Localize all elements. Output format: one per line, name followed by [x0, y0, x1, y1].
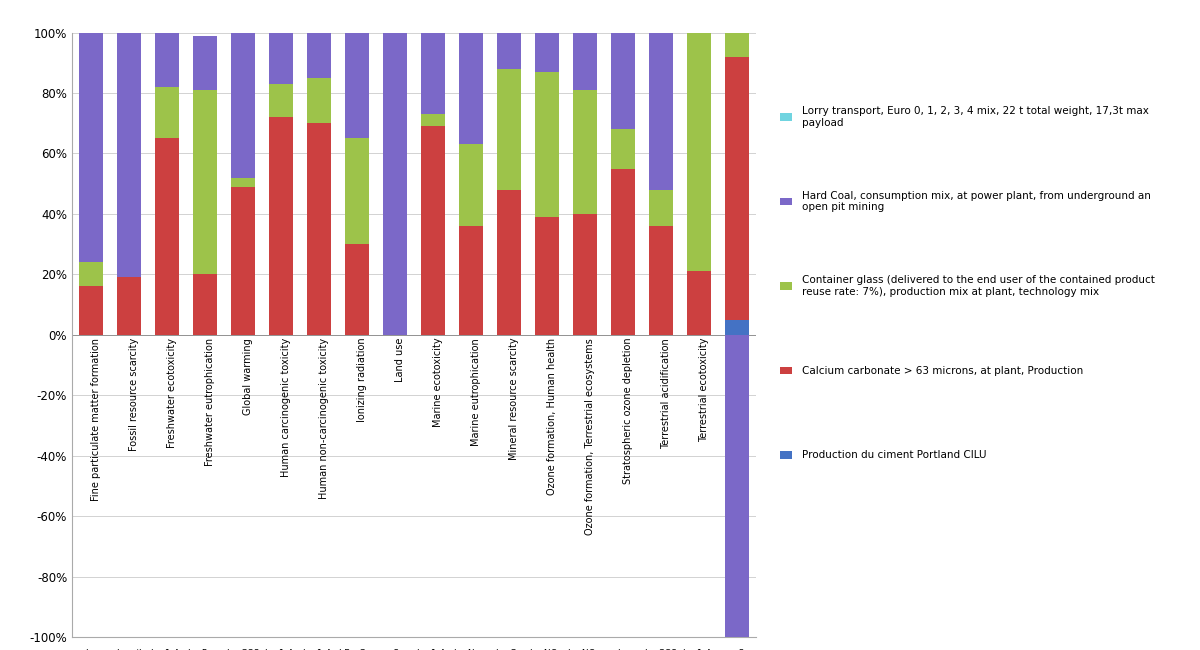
Text: kg
PM2.5
eq: kg PM2.5 eq [77, 649, 104, 650]
Bar [611, 0, 635, 129]
Bar [230, 29, 256, 32]
Text: kg SO2
eq: kg SO2 eq [644, 649, 677, 650]
Text: kg P eq: kg P eq [188, 649, 222, 650]
Bar [686, 2, 712, 32]
Bar [458, 0, 484, 144]
Text: kg N eq: kg N eq [454, 649, 488, 650]
Text: Ozone formation, Human health: Ozone formation, Human health [547, 338, 557, 495]
Text: Terrestrial acidification: Terrestrial acidification [661, 338, 671, 448]
Bar [269, 0, 293, 84]
Text: kg 1,4-
DCB: kg 1,4- DCB [265, 649, 296, 650]
Text: kg 1,4-
DCB: kg 1,4- DCB [683, 649, 715, 650]
Text: Marine ecotoxicity: Marine ecotoxicity [433, 338, 443, 428]
Bar [497, 69, 521, 190]
Bar [686, 271, 712, 335]
Text: Ozone formation, Terrestrial ecosystems: Ozone formation, Terrestrial ecosystems [584, 338, 595, 534]
Text: Freshwater eutrophication: Freshwater eutrophication [205, 338, 215, 466]
Text: Water consumption: Water consumption [737, 338, 746, 433]
Text: Lorry transport, Euro 0, 1, 2, 3, 4 mix, 22 t total weight, 17,3t max
payload: Lorry transport, Euro 0, 1, 2, 3, 4 mix,… [802, 106, 1148, 128]
Bar [79, 32, 103, 262]
Bar [269, 84, 293, 117]
Bar [344, 244, 370, 335]
Text: kg Cu
eq: kg Cu eq [496, 649, 522, 650]
Text: Mineral resource scarcity: Mineral resource scarcity [509, 338, 520, 460]
Bar [421, 114, 445, 126]
Bar [686, 32, 712, 271]
Text: kg
CFC11
eq: kg CFC11 eq [608, 649, 637, 650]
Bar [458, 226, 484, 335]
Text: Human non-carcinogenic toxicity: Human non-carcinogenic toxicity [319, 338, 329, 499]
Bar [307, 78, 331, 123]
Text: Global warming: Global warming [242, 338, 253, 415]
Text: Marine eutrophication: Marine eutrophication [470, 338, 481, 445]
Bar [344, 32, 370, 138]
Text: kg 1,4-
DCB: kg 1,4- DCB [304, 649, 335, 650]
Text: kg oil
eq: kg oil eq [116, 649, 142, 650]
Text: kBq Co-
60 eq: kBq Co- 60 eq [340, 649, 374, 650]
Text: m3: m3 [730, 649, 744, 650]
Bar [193, 90, 217, 274]
Bar [725, 335, 749, 637]
Text: kg 1,4-
DCB: kg 1,4- DCB [151, 649, 182, 650]
Text: m2a
crop eq: m2a crop eq [378, 649, 412, 650]
Bar [155, 0, 179, 87]
Text: kg 1,4-
DCB: kg 1,4- DCB [418, 649, 449, 650]
Bar [421, 126, 445, 335]
Bar [193, 36, 217, 90]
Bar [497, 0, 521, 69]
Bar [611, 168, 635, 335]
Text: Freshwater ecotoxicity: Freshwater ecotoxicity [167, 338, 178, 448]
Bar [497, 190, 521, 335]
Text: kg NOx
eq: kg NOx eq [530, 649, 564, 650]
Bar [269, 117, 293, 335]
Bar [230, 32, 256, 177]
Text: Fine particulate matter formation: Fine particulate matter formation [91, 338, 101, 500]
Bar [649, 0, 673, 190]
Bar [79, 262, 103, 287]
Bar [572, 214, 598, 335]
Text: Production du ciment Portland CILU: Production du ciment Portland CILU [802, 450, 986, 460]
Bar [725, 32, 749, 57]
Bar [344, 138, 370, 244]
Bar [230, 177, 256, 187]
Text: Land use: Land use [395, 338, 404, 382]
Bar [611, 129, 635, 168]
Bar [79, 287, 103, 335]
Text: Fossil resource scarcity: Fossil resource scarcity [130, 338, 139, 451]
Bar [383, 32, 407, 335]
Bar [649, 226, 673, 335]
Text: Container glass (delivered to the end user of the contained product
reuse rate: : Container glass (delivered to the end us… [802, 275, 1154, 297]
Bar [116, 32, 142, 278]
Bar [230, 187, 256, 335]
Bar [572, 0, 598, 90]
Bar [421, 29, 445, 114]
Bar [649, 190, 673, 226]
Bar [725, 57, 749, 320]
Bar [155, 138, 179, 335]
Bar [458, 144, 484, 226]
Text: Calcium carbonate > 63 microns, at plant, Production: Calcium carbonate > 63 microns, at plant… [802, 365, 1082, 376]
Bar [307, 0, 331, 78]
Text: kg NOx
eq: kg NOx eq [569, 649, 601, 650]
Text: Stratospheric ozone depletion: Stratospheric ozone depletion [623, 338, 634, 484]
Bar [572, 90, 598, 214]
Text: Ionizing radiation: Ionizing radiation [358, 338, 367, 422]
Bar [116, 278, 142, 335]
Bar [535, 72, 559, 217]
Bar [535, 217, 559, 335]
Text: Terrestrial ecotoxicity: Terrestrial ecotoxicity [698, 338, 709, 442]
Bar [535, 0, 559, 72]
Bar [155, 87, 179, 138]
Text: kg CO2
eq: kg CO2 eq [227, 649, 259, 650]
Bar [725, 320, 749, 335]
Bar [307, 123, 331, 335]
Bar [193, 274, 217, 335]
Text: Hard Coal, consumption mix, at power plant, from underground an
open pit mining: Hard Coal, consumption mix, at power pla… [802, 190, 1151, 213]
Text: Human carcinogenic toxicity: Human carcinogenic toxicity [281, 338, 292, 477]
